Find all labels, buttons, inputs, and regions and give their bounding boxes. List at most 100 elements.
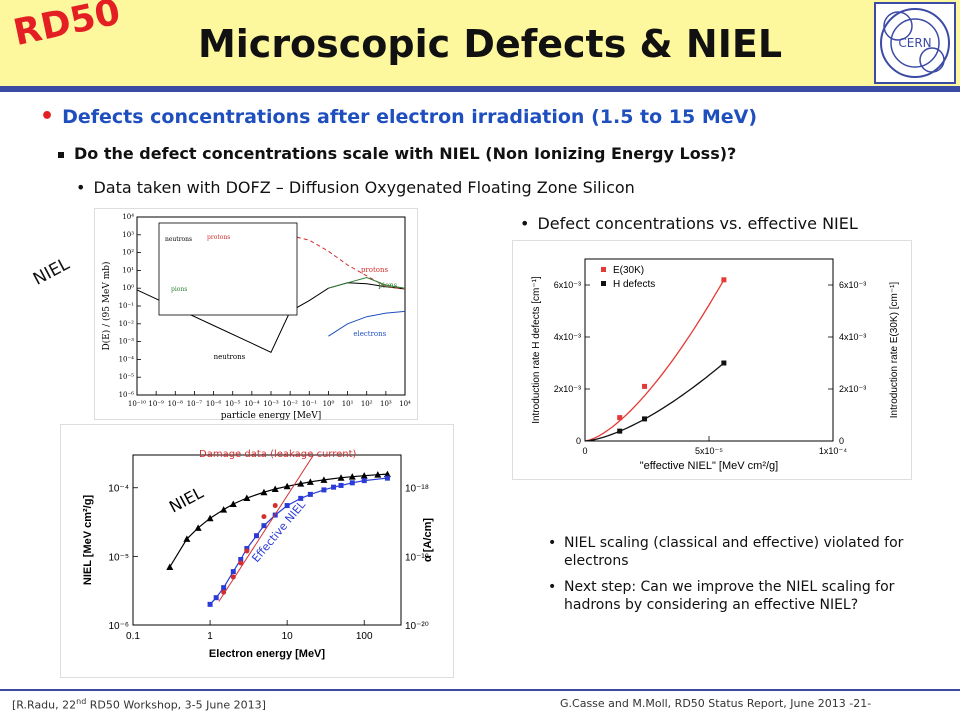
- chart2-y-axis-label: NIEL [MeV cm²/g]: [82, 495, 94, 586]
- chart1-x-tick-label: 10⁻²: [282, 400, 298, 408]
- chart3-y2-tick-label: 2x10⁻³: [839, 384, 866, 394]
- introduction-rate-chart: 0 5x10⁻⁵ 1x10⁻⁴ 0 2x10⁻³ 4x10⁻³ 6x10⁻³ 0 2x10⁻³ 4…: [512, 240, 912, 480]
- chart1-y-tick-label: 10⁻¹: [119, 302, 135, 310]
- bullet-level2: Do the defect concentrations scale with …: [58, 144, 736, 163]
- chart1-x-tick-label: 10⁻⁶: [206, 400, 222, 408]
- chart3-legend-marker: [601, 281, 606, 286]
- chart1-x-tick-label: 10⁻¹: [302, 400, 318, 408]
- chart3-point: [617, 415, 623, 421]
- chart1-x-tick-label: 10⁻⁹: [148, 400, 164, 408]
- chart1-x-tick-label: 10⁴: [399, 400, 411, 408]
- chart3-y2-tick-label: 0: [839, 436, 844, 446]
- conclusion-bullets: • NIEL scaling (classical and effective) …: [548, 534, 948, 622]
- chart2-y-tick-label: 10⁻⁶: [108, 621, 129, 632]
- chart1-x-tick-label: 10⁻⁷: [187, 400, 203, 408]
- chart2-annotation: Damage data (leakage current): [199, 449, 357, 460]
- chart1-x-tick-label: 10²: [361, 400, 373, 408]
- chart2-point-effective-niel: [331, 484, 337, 490]
- slide-title: Microscopic Defects & NIEL: [197, 22, 783, 66]
- chart1-y-tick-label: 10³: [122, 231, 134, 239]
- chart3-x-tick-label: 0: [582, 446, 587, 456]
- chart1-y-tick-label: 10⁰: [122, 284, 134, 292]
- chart2-y-tick-label: 10⁻⁵: [108, 552, 129, 563]
- bullet-level3-text: Data taken with DOFZ – Diffusion Oxygena…: [93, 178, 635, 197]
- chart3-x-tick-label: 1x10⁻⁴: [819, 446, 847, 456]
- chart2-y2-axis-label: α [A/cm]: [422, 518, 434, 562]
- chart1-y-tick-label: 10¹: [122, 266, 134, 274]
- chart2-point-effective-niel: [207, 601, 213, 607]
- chart3-point: [642, 383, 648, 389]
- chart3-legend-marker: [601, 267, 606, 272]
- chart2-point-niel: [166, 563, 174, 571]
- chart3-legend-label: E(30K): [613, 265, 644, 276]
- chart2-point-niel: [283, 482, 291, 490]
- chart3-point: [617, 428, 623, 434]
- chart2-point-effective-niel: [213, 595, 219, 601]
- footer-report: G.Casse and M.Moll, RD50 Status Report, …: [560, 697, 872, 710]
- chart1-series-pions: [328, 276, 406, 289]
- chart2-point-effective-niel: [338, 482, 344, 488]
- bullet-level3b-text: Defect concentrations vs. effective NIEL: [537, 214, 858, 233]
- chart2-point-damage: [238, 560, 244, 566]
- chart2-point-effective-niel: [238, 557, 244, 563]
- niel-side-label: NIEL: [30, 254, 73, 290]
- chart2-point-damage: [221, 589, 227, 595]
- chart2-point-niel: [374, 471, 382, 478]
- chart3-y-tick-label: 4x10⁻³: [554, 332, 581, 342]
- chart3-point: [721, 277, 727, 283]
- chart3-fit-h-defects: [584, 362, 725, 442]
- chart2-point-effective-niel: [253, 533, 259, 539]
- chart3-y-tick-label: 0: [576, 436, 581, 446]
- chart2-point-niel: [229, 500, 237, 507]
- conclusion-bullet-text: Next step: Can we improve the NIEL scali…: [564, 579, 895, 613]
- chart2-point-niel: [243, 494, 251, 501]
- bullet-level3b: • Defect concentrations vs. effective NIE…: [520, 214, 858, 233]
- chart1-y-tick-label: 10⁴: [122, 213, 134, 221]
- conclusion-bullet: • Next step: Can we improve the NIEL scal…: [548, 578, 948, 614]
- chart2-point-niel: [348, 473, 356, 480]
- chart2-point-damage: [261, 514, 267, 520]
- conclusion-bullet-text: NIEL scaling (classical and effective) v…: [564, 535, 904, 569]
- chart2-y-tick-label: 10⁻⁴: [108, 484, 129, 495]
- chart2-point-effective-niel: [321, 487, 327, 493]
- chart1-y-tick-label: 10⁻⁴: [119, 355, 135, 363]
- chart2-point-effective-niel: [230, 569, 236, 575]
- bullet-level1-text: Defects concentrations after electron ir…: [62, 106, 758, 128]
- chart2-damage-trend: [218, 454, 314, 602]
- chart2-x-axis-label: Electron energy [MeV]: [209, 648, 325, 660]
- chart2-point-effective-niel: [284, 503, 290, 509]
- chart3-y2-tick-label: 4x10⁻³: [839, 332, 866, 342]
- chart2-point-niel: [260, 488, 268, 496]
- conclusion-bullet: • NIEL scaling (classical and effective) …: [548, 534, 948, 570]
- chart2-svg: 0.1 1 10 100 10⁻⁶ 10⁻⁵ 10⁻⁴ 10⁻²⁰ 10⁻¹⁹ 10⁻¹⁸ Elec…: [82, 449, 434, 660]
- chart2-point-effective-niel: [384, 475, 390, 481]
- bullet-level3: • Data taken with DOFZ – Diffusion Oxygen…: [76, 178, 635, 197]
- chart1-x-axis-label: particle energy [MeV]: [221, 411, 322, 421]
- chart2-x-tick-label: 0.1: [126, 631, 140, 642]
- chart1-x-tick-label: 10⁻⁸: [168, 400, 184, 408]
- chart2-point-niel: [183, 535, 191, 542]
- chart3-svg: 0 5x10⁻⁵ 1x10⁻⁴02x10⁻³4x10⁻³6x10⁻³02x10⁻³4…: [531, 258, 900, 472]
- chart1-inset-annotation: neutrons: [165, 236, 192, 243]
- chart1-series-electrons: [328, 310, 406, 337]
- chart1-y-tick-label: 10⁻³: [119, 338, 135, 346]
- chart3-x-axis-label: "effective NIEL" [MeV cm²/g]: [640, 460, 778, 472]
- chart2-point-niel: [206, 514, 214, 522]
- chart2-point-niel: [220, 506, 228, 513]
- chart2-point-niel: [360, 472, 368, 479]
- chart3-y-axis-label: Introduction rate H defects [cm⁻¹]: [531, 276, 542, 424]
- footer-citation-sup: nd: [76, 697, 87, 706]
- footer-citation-suffix: RD50 Workshop, 3-5 June 2013]: [86, 698, 266, 712]
- chart1-y-tick-label: 10⁻⁵: [119, 373, 135, 381]
- chart2-point-niel: [337, 474, 345, 481]
- chart1-annotation: pions: [378, 281, 397, 289]
- chart2-point-niel: [297, 480, 305, 487]
- chart2-y2-tick-label: 10⁻¹⁸: [405, 484, 429, 495]
- chart2-point-effective-niel: [261, 523, 267, 529]
- chart2-point-niel: [306, 478, 314, 485]
- chart3-y-tick-label: 2x10⁻³: [554, 384, 581, 394]
- chart2-point-damage: [230, 574, 236, 580]
- electron-niel-chart: 0.1 1 10 100 10⁻⁶ 10⁻⁵ 10⁻⁴ 10⁻²⁰ 10⁻¹⁹ 10⁻¹⁸ Elec…: [60, 424, 454, 678]
- chart1-annotation: protons: [361, 266, 389, 274]
- footer-divider: [0, 689, 960, 691]
